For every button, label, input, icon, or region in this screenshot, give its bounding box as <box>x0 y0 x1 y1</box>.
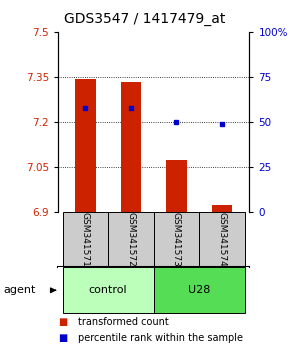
Bar <box>108 212 154 267</box>
Text: GDS3547 / 1417479_at: GDS3547 / 1417479_at <box>64 12 226 27</box>
Bar <box>154 212 199 267</box>
Bar <box>166 160 187 212</box>
Bar <box>75 79 96 212</box>
Bar <box>199 212 245 267</box>
Bar <box>121 82 141 212</box>
Text: ■: ■ <box>58 317 67 327</box>
Text: U28: U28 <box>188 285 211 295</box>
Bar <box>154 267 245 313</box>
Text: agent: agent <box>3 285 35 295</box>
Text: GSM341573: GSM341573 <box>172 212 181 267</box>
Text: control: control <box>89 285 127 295</box>
Bar <box>63 267 154 313</box>
Text: GSM341572: GSM341572 <box>126 212 135 267</box>
Text: ■: ■ <box>58 333 67 343</box>
Text: GSM341571: GSM341571 <box>81 212 90 267</box>
Text: percentile rank within the sample: percentile rank within the sample <box>78 333 243 343</box>
Text: GSM341574: GSM341574 <box>218 212 226 267</box>
Bar <box>212 205 232 212</box>
Bar <box>63 212 108 267</box>
Text: transformed count: transformed count <box>78 317 169 327</box>
